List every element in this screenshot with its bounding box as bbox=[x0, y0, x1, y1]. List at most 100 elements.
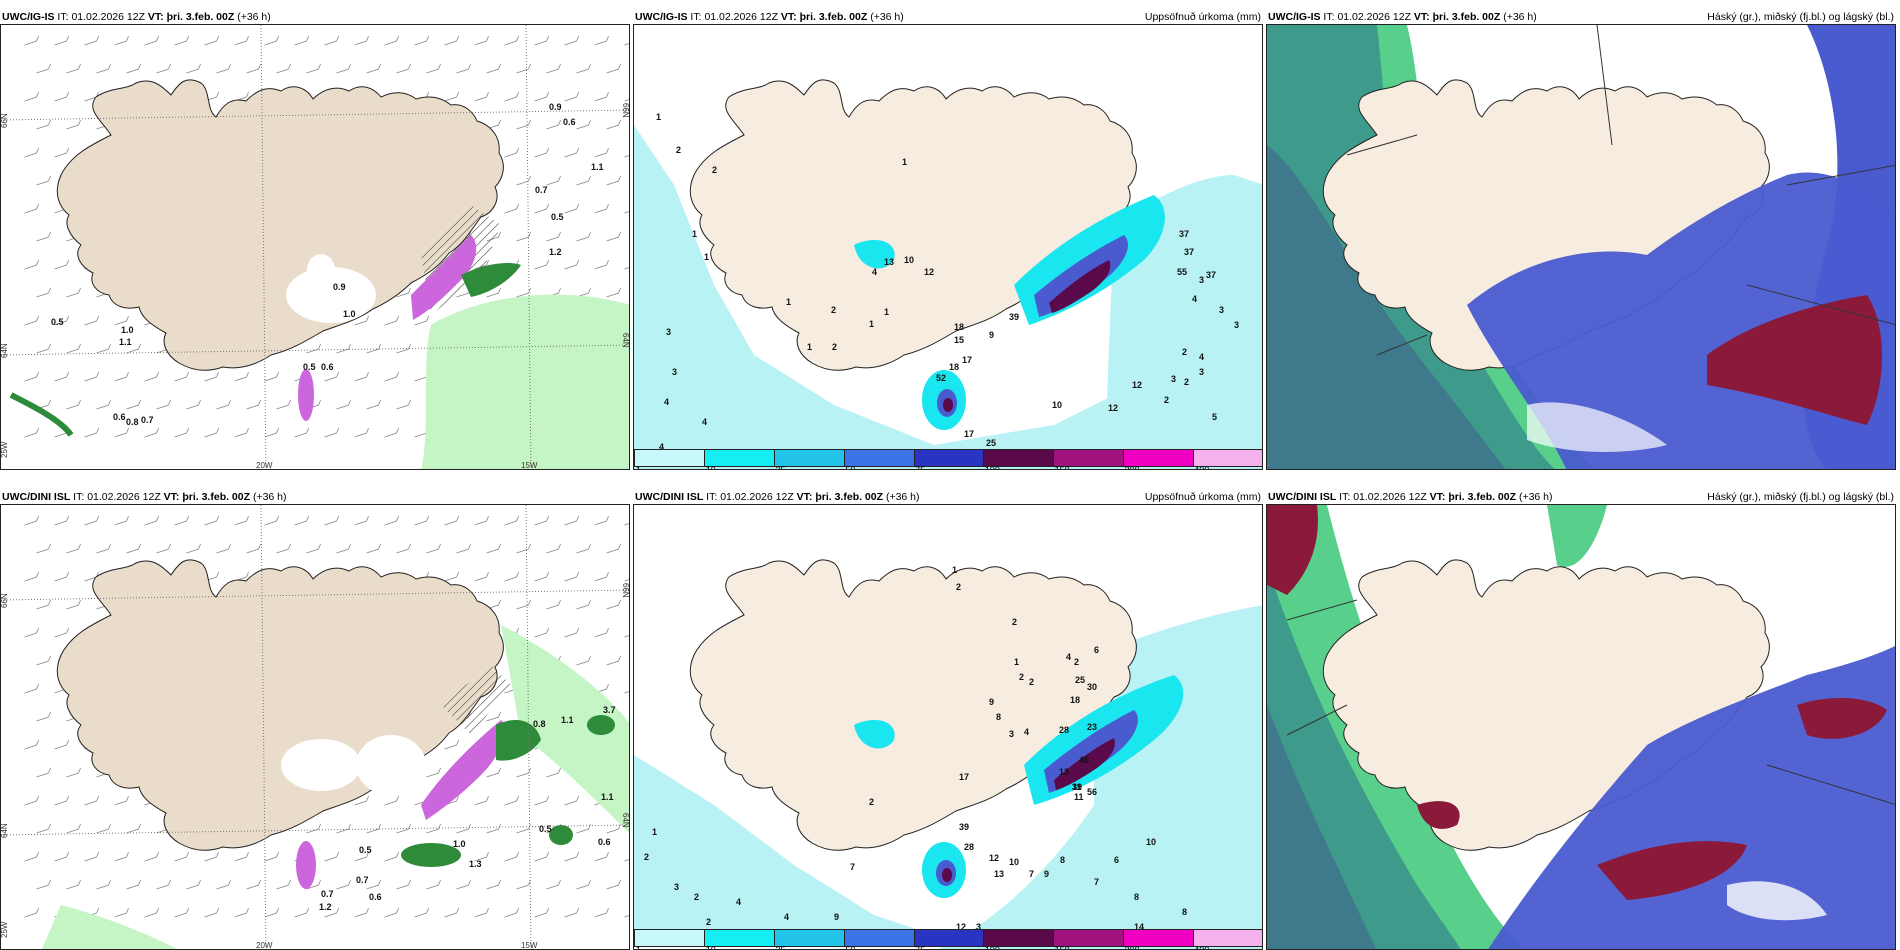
wind-barb bbox=[486, 767, 501, 778]
wind-barb bbox=[474, 907, 489, 918]
wind-barb bbox=[24, 627, 39, 638]
value-label: 3 bbox=[1219, 305, 1224, 315]
wind-barb bbox=[156, 879, 171, 890]
legend-swatch bbox=[914, 450, 985, 466]
wind-barb bbox=[324, 515, 339, 526]
wind-barb bbox=[576, 63, 591, 74]
value-label: 3 bbox=[1199, 367, 1204, 377]
it-label: IT: bbox=[1339, 491, 1351, 503]
lat-label-right-64n: 64N bbox=[621, 333, 630, 348]
legend-tick: 400 bbox=[1194, 465, 1210, 470]
wind-barb bbox=[486, 599, 501, 610]
value-label: 13 bbox=[884, 257, 894, 267]
value-label: 2 bbox=[694, 892, 699, 902]
value-label: 0.8 bbox=[533, 719, 546, 729]
wind-barb bbox=[576, 119, 591, 130]
wind-barb bbox=[564, 35, 579, 46]
legend-swatch bbox=[1054, 930, 1125, 946]
wind-barb bbox=[474, 795, 489, 806]
value-label: 10 bbox=[904, 255, 914, 265]
wind-barb bbox=[624, 155, 629, 158]
wind-barb bbox=[474, 851, 489, 862]
legend-tick: 10 bbox=[705, 465, 716, 470]
wind-barb bbox=[204, 907, 219, 918]
value-label: 3 bbox=[674, 882, 679, 892]
wind-barb bbox=[24, 571, 39, 582]
value-label: 9 bbox=[834, 912, 839, 922]
wind-barb bbox=[414, 315, 429, 326]
value-label: 3 bbox=[1009, 729, 1014, 739]
wind-barb bbox=[204, 515, 219, 526]
lat-label-64n: 64N bbox=[1, 343, 9, 358]
wind-barb bbox=[264, 515, 279, 526]
vt-label: VT: bbox=[1413, 11, 1430, 23]
legend-tick: 150 bbox=[1054, 945, 1070, 950]
lon-label-20w: 20W bbox=[256, 461, 273, 470]
legend-tick: 75 bbox=[915, 945, 926, 950]
value-label: 4 bbox=[872, 267, 877, 277]
wind-barb bbox=[24, 203, 39, 214]
wind-barb bbox=[384, 907, 399, 918]
value-label: 0.5 bbox=[51, 317, 64, 327]
wind-barb bbox=[396, 879, 411, 890]
wind-barb bbox=[234, 371, 249, 382]
wind-barb bbox=[354, 907, 369, 918]
wind-barb bbox=[234, 851, 249, 862]
panel-header: UWC/DINI ISL IT: 01.02.2026 12Z VT: þri.… bbox=[1268, 490, 1553, 504]
wind-barb bbox=[426, 767, 441, 778]
wind-barb bbox=[426, 543, 441, 554]
lead-time: (+36 h) bbox=[252, 491, 287, 503]
value-label: 1.0 bbox=[453, 839, 466, 849]
wind-barb bbox=[594, 259, 609, 270]
wind-barb bbox=[66, 823, 81, 834]
legend-swatch bbox=[984, 450, 1055, 466]
panel-header: UWC/DINI ISL IT: 01.02.2026 12Z VT: þri.… bbox=[2, 490, 287, 504]
legend-tick: 25 bbox=[775, 465, 786, 470]
wind-barb bbox=[516, 63, 531, 74]
wind-barb bbox=[516, 231, 531, 242]
wind-barb bbox=[426, 63, 441, 74]
value-label: 7 bbox=[1029, 869, 1034, 879]
wind-barb bbox=[486, 63, 501, 74]
lead-time: (+36 h) bbox=[1518, 491, 1553, 503]
wind-barb bbox=[606, 175, 621, 186]
wind-barb bbox=[546, 119, 561, 130]
wind-barb bbox=[54, 571, 69, 582]
wind-barb bbox=[54, 35, 69, 46]
wind-barb bbox=[456, 879, 471, 890]
wind-barb bbox=[504, 571, 519, 582]
wind-barb bbox=[96, 343, 111, 354]
wind-barb bbox=[144, 371, 159, 382]
value-label: 17 bbox=[964, 429, 974, 439]
wind-barb bbox=[606, 655, 621, 666]
wind-map: 66N 64N 25W 20W 15W 66N 64N 3.7 1.1 0.6 0.5… bbox=[1, 505, 629, 949]
legend-swatch bbox=[774, 450, 845, 466]
wind-barb bbox=[234, 427, 249, 438]
value-label: 15 bbox=[954, 335, 964, 345]
wind-barb bbox=[36, 599, 51, 610]
value-label: 55 bbox=[1177, 267, 1187, 277]
value-label: 0.7 bbox=[356, 875, 369, 885]
wind-barb bbox=[96, 879, 111, 890]
wind-barb bbox=[516, 767, 531, 778]
value-label: 39 bbox=[1072, 782, 1082, 792]
wind-barb bbox=[606, 599, 621, 610]
wind-barb bbox=[504, 851, 519, 862]
wind-barb bbox=[246, 399, 261, 410]
wind-barb bbox=[306, 823, 321, 834]
it-value: 01.02.2026 12Z bbox=[1337, 11, 1411, 23]
wind-barb bbox=[66, 879, 81, 890]
wind-barb bbox=[36, 175, 51, 186]
wind-barb bbox=[24, 515, 39, 526]
wind-barb bbox=[36, 287, 51, 298]
wind-barb bbox=[534, 571, 549, 582]
value-label: 3 bbox=[1199, 275, 1204, 285]
wind-barb bbox=[216, 543, 231, 554]
wind-barb bbox=[354, 795, 369, 806]
wind-barb bbox=[54, 91, 69, 102]
wind-barb bbox=[174, 371, 189, 382]
value-label: 5 bbox=[1212, 412, 1217, 422]
